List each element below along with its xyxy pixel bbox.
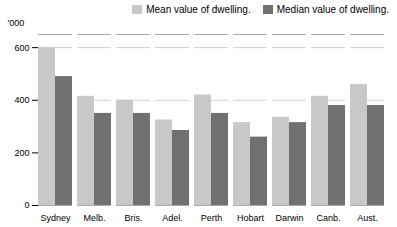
svg-text:'000: '000 (8, 18, 25, 28)
svg-text:Darwin: Darwin (275, 213, 303, 223)
svg-text:Canb.: Canb. (316, 213, 340, 223)
svg-text:0: 0 (24, 200, 29, 210)
html-text:Median value of dwelling.: Median value of dwelling. (276, 3, 389, 15)
svg-text:600: 600 (14, 43, 29, 53)
svg-text:Adel.: Adel. (162, 213, 183, 223)
svg-text:Hobart: Hobart (237, 213, 265, 223)
svg-text:Melb.: Melb. (83, 213, 105, 223)
svg-text:Perth: Perth (201, 213, 223, 223)
svg-text:Bris.: Bris. (125, 213, 143, 223)
svg-text:400: 400 (14, 95, 29, 105)
svg-text:Aust.: Aust. (357, 213, 378, 223)
html-text:Mean value of dwelling.: Mean value of dwelling. (146, 3, 251, 15)
svg-text:200: 200 (14, 148, 29, 158)
svg-text:Sydney: Sydney (40, 213, 71, 223)
